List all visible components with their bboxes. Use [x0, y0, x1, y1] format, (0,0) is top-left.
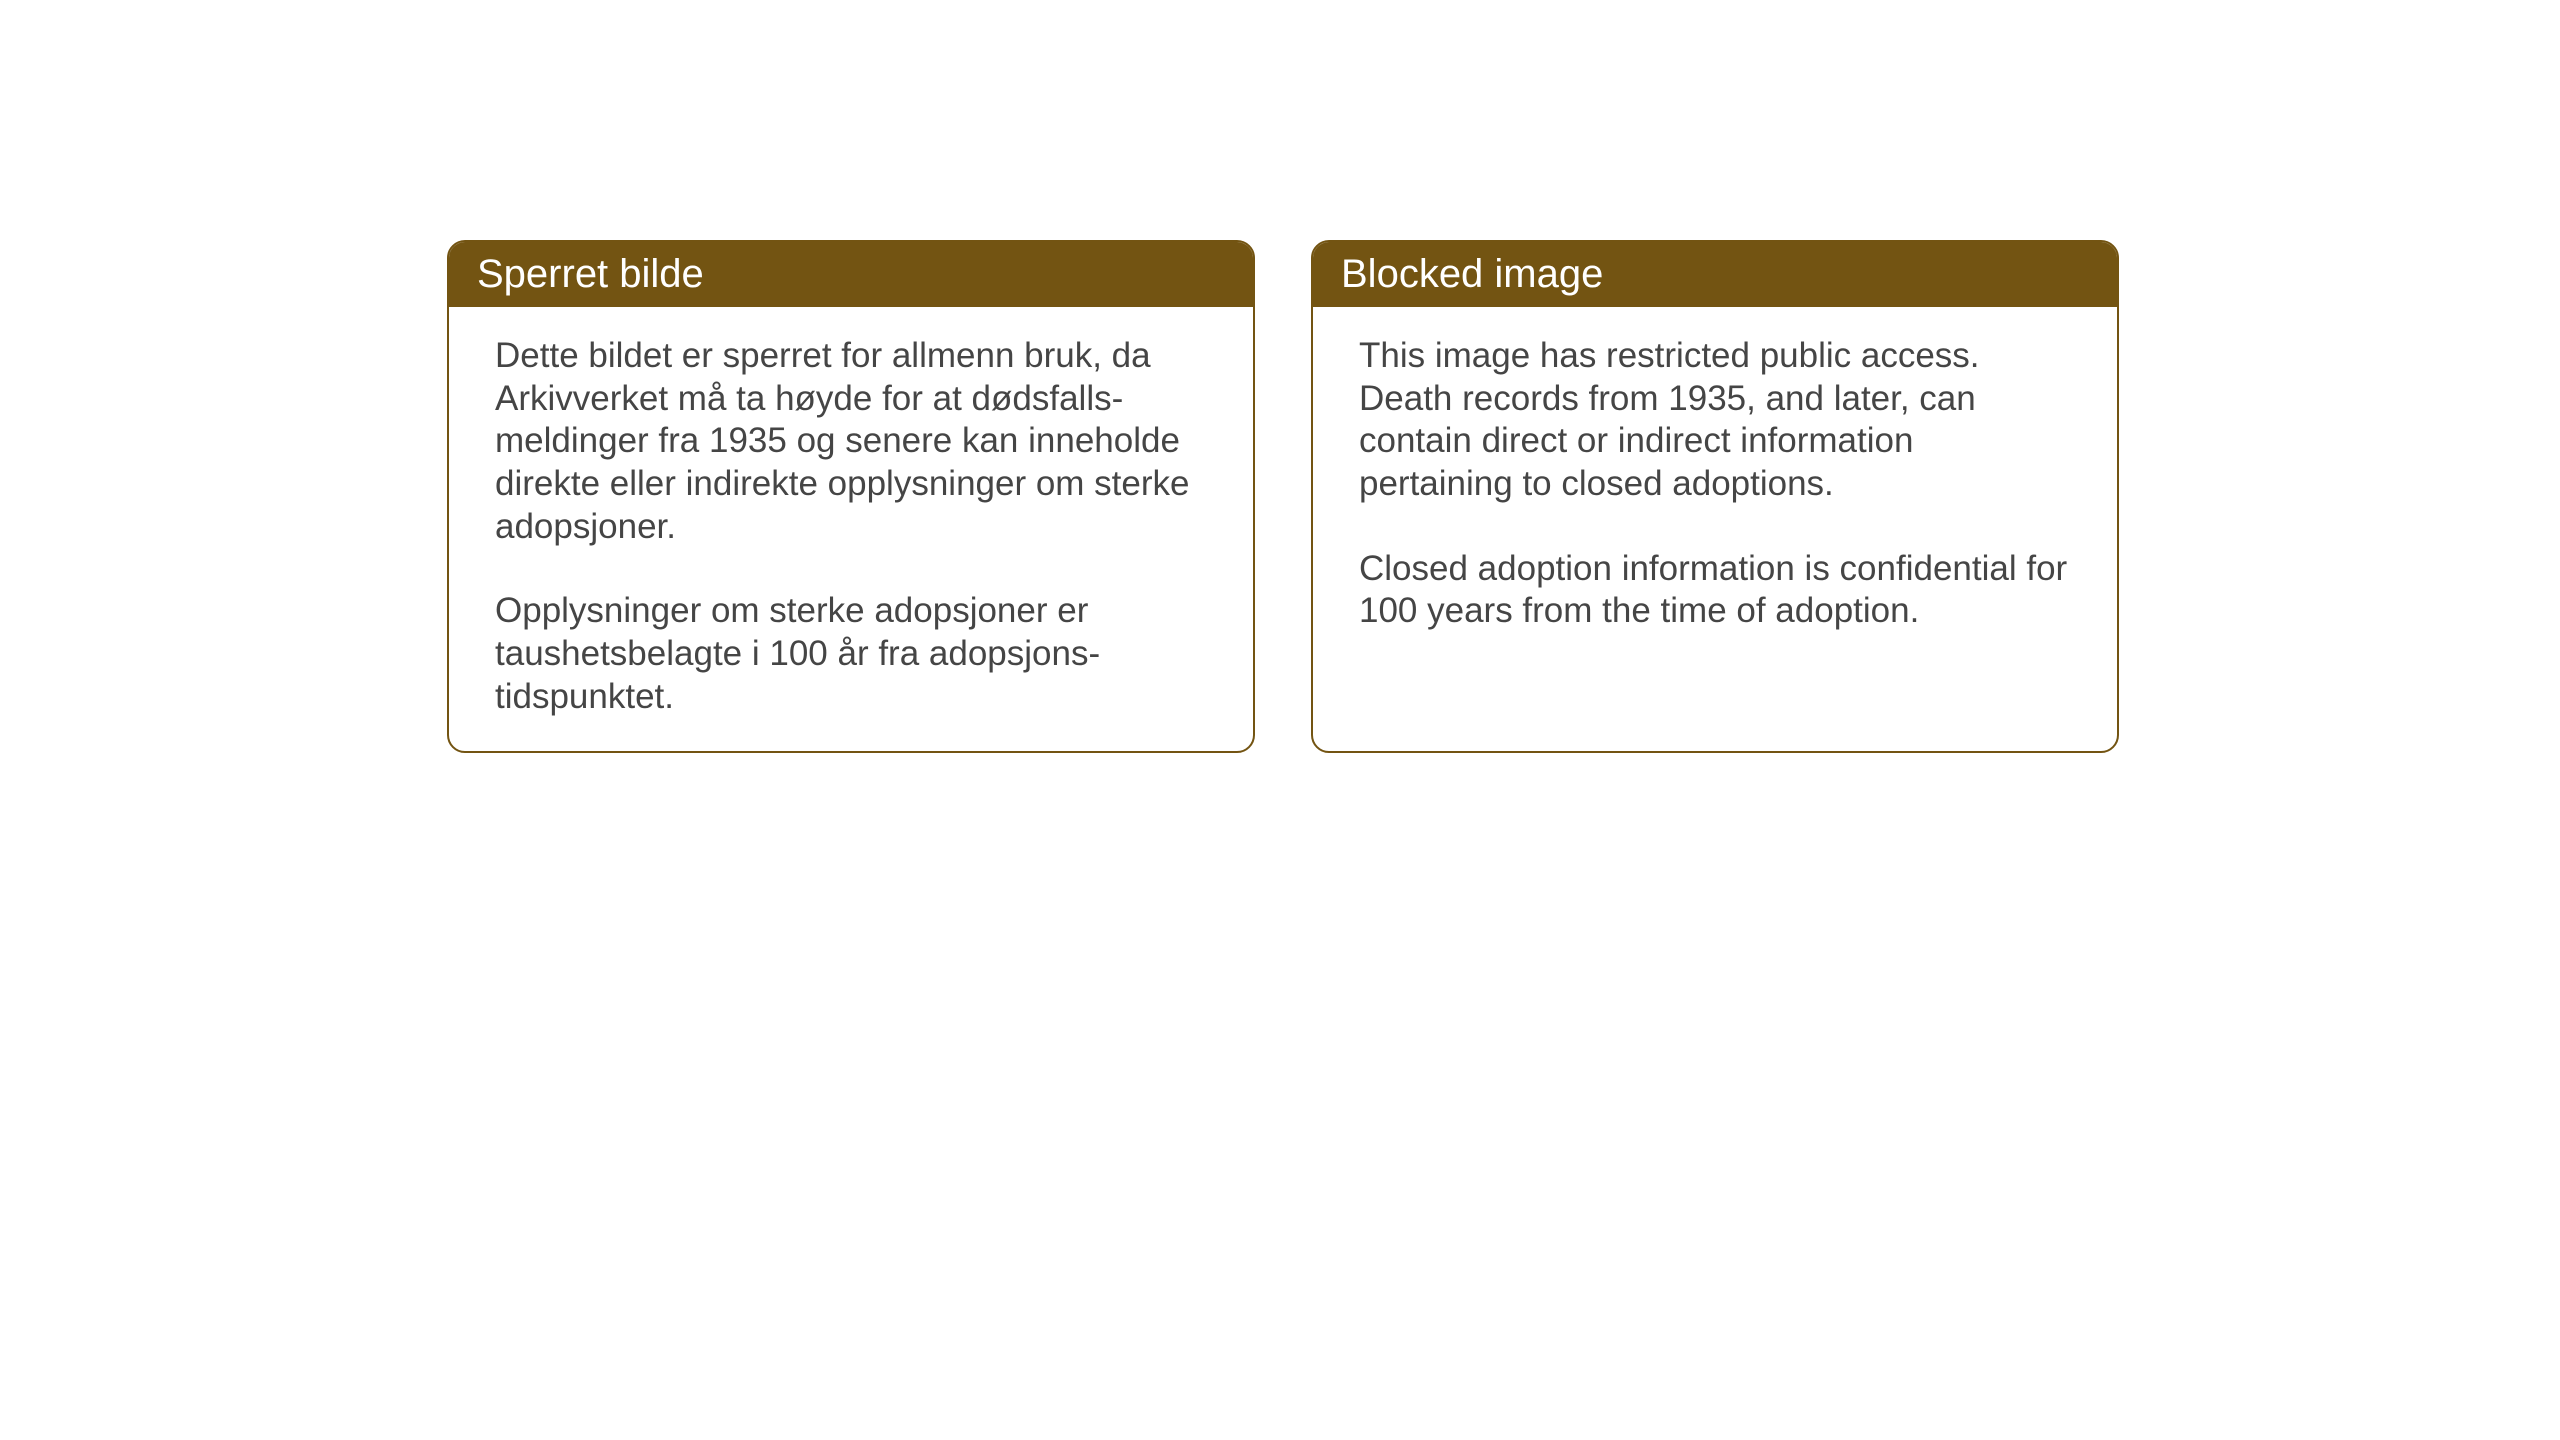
notice-box-english: Blocked image This image has restricted … — [1311, 240, 2119, 753]
notice-box-norwegian: Sperret bilde Dette bildet er sperret fo… — [447, 240, 1255, 753]
notice-container: Sperret bilde Dette bildet er sperret fo… — [0, 0, 2560, 753]
notice-header-english: Blocked image — [1313, 242, 2117, 307]
notice-paragraph-1-english: This image has restricted public access.… — [1359, 335, 2071, 506]
notice-paragraph-2-english: Closed adoption information is confident… — [1359, 548, 2071, 633]
notice-paragraph-2-norwegian: Opplysninger om sterke adopsjoner er tau… — [495, 590, 1207, 718]
notice-title-english: Blocked image — [1341, 252, 1603, 296]
notice-header-norwegian: Sperret bilde — [449, 242, 1253, 307]
notice-title-norwegian: Sperret bilde — [477, 252, 704, 296]
notice-paragraph-1-norwegian: Dette bildet er sperret for allmenn bruk… — [495, 335, 1207, 548]
notice-body-norwegian: Dette bildet er sperret for allmenn bruk… — [449, 307, 1253, 753]
notice-body-english: This image has restricted public access.… — [1313, 307, 2117, 671]
